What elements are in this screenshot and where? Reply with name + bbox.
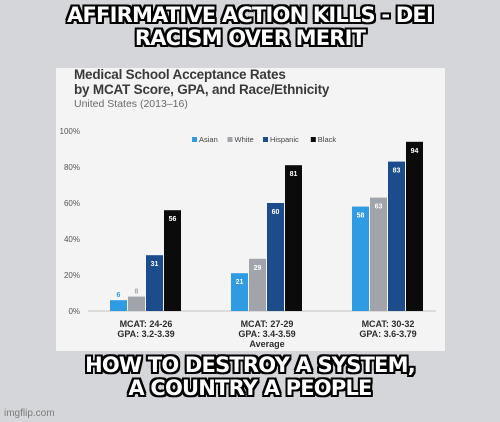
x-category-label: GPA: 3.2-3.39 — [117, 329, 174, 339]
chart-title: Medical School Acceptance Rates by MCAT … — [74, 67, 404, 97]
top-caption-line-2: RACISM OVER MERIT — [134, 26, 366, 50]
bar-black-group-1 — [164, 210, 181, 311]
y-tick-label: 20% — [64, 271, 80, 280]
x-category-label: MCAT: 24-26 — [120, 319, 173, 329]
y-tick-label: 100% — [60, 127, 80, 136]
legend-swatch-hispanic — [263, 137, 268, 142]
bar-hispanic-group-1 — [146, 255, 163, 311]
bar-asian-group-1 — [110, 300, 127, 311]
chart-subtitle: United States (2013–16) — [74, 98, 188, 110]
y-tick-label: 80% — [64, 163, 80, 172]
bottom-caption-line-2: A COUNTRY A PEOPLE — [128, 376, 372, 400]
bar-white-group-2 — [249, 258, 266, 311]
data-label: 8 — [135, 289, 139, 296]
x-category-label: GPA: 3.4-3.59 — [238, 329, 295, 339]
chart-title-line-1: Medical School Acceptance Rates — [74, 67, 286, 82]
top-caption: AFFIRMATIVE ACTION KILLS - DEI RACISM OV… — [0, 4, 500, 50]
bar-hispanic-group-2 — [267, 203, 284, 311]
x-category-label: MCAT: 30-32 — [362, 319, 415, 329]
bottom-caption: HOW TO DESTROY A SYSTEM, A COUNTRY A PEO… — [0, 354, 500, 400]
imgflip-watermark: imgflip.com — [4, 408, 55, 419]
y-tick-label: 0% — [68, 307, 80, 316]
legend-swatch-black — [310, 137, 316, 142]
x-category-label: MCAT: 27-29 — [241, 319, 294, 329]
data-label: 60 — [272, 209, 280, 216]
legend-label-asian: Asian — [199, 135, 218, 144]
data-label: 81 — [290, 171, 298, 178]
y-tick-label: 40% — [64, 235, 80, 244]
bar-asian-group-3 — [352, 206, 369, 311]
data-label: 83 — [393, 168, 401, 175]
data-label: 6 — [117, 292, 121, 299]
legend-label-hispanic: Hispanic — [270, 135, 299, 144]
y-tick-label: 60% — [64, 199, 80, 208]
data-label: 56 — [169, 216, 177, 223]
data-label: 63 — [375, 204, 383, 211]
legend-swatch-asian — [192, 137, 197, 142]
data-label: 58 — [357, 213, 365, 220]
legend-swatch-white — [227, 137, 233, 142]
bar-white-group-3 — [370, 197, 387, 311]
top-caption-line-1: AFFIRMATIVE ACTION KILLS - DEI — [67, 3, 434, 27]
data-label: 21 — [236, 279, 244, 286]
chart-title-line-2: by MCAT Score, GPA, and Race/Ethnicity — [74, 82, 330, 97]
x-category-label: Average — [249, 339, 284, 349]
bar-black-group-3 — [406, 141, 423, 311]
data-label: 29 — [254, 265, 262, 272]
x-category-label: GPA: 3.6-3.79 — [359, 329, 416, 339]
legend-label-white: White — [235, 135, 254, 144]
legend-label-black: Black — [318, 135, 337, 144]
data-label: 31 — [151, 261, 159, 268]
bar-white-group-1 — [128, 296, 145, 311]
bar-asian-group-2 — [231, 273, 248, 311]
data-label: 94 — [411, 148, 419, 155]
bar-black-group-2 — [285, 165, 302, 311]
bar-hispanic-group-3 — [388, 161, 405, 311]
bottom-caption-line-1: HOW TO DESTROY A SYSTEM, — [85, 353, 416, 377]
